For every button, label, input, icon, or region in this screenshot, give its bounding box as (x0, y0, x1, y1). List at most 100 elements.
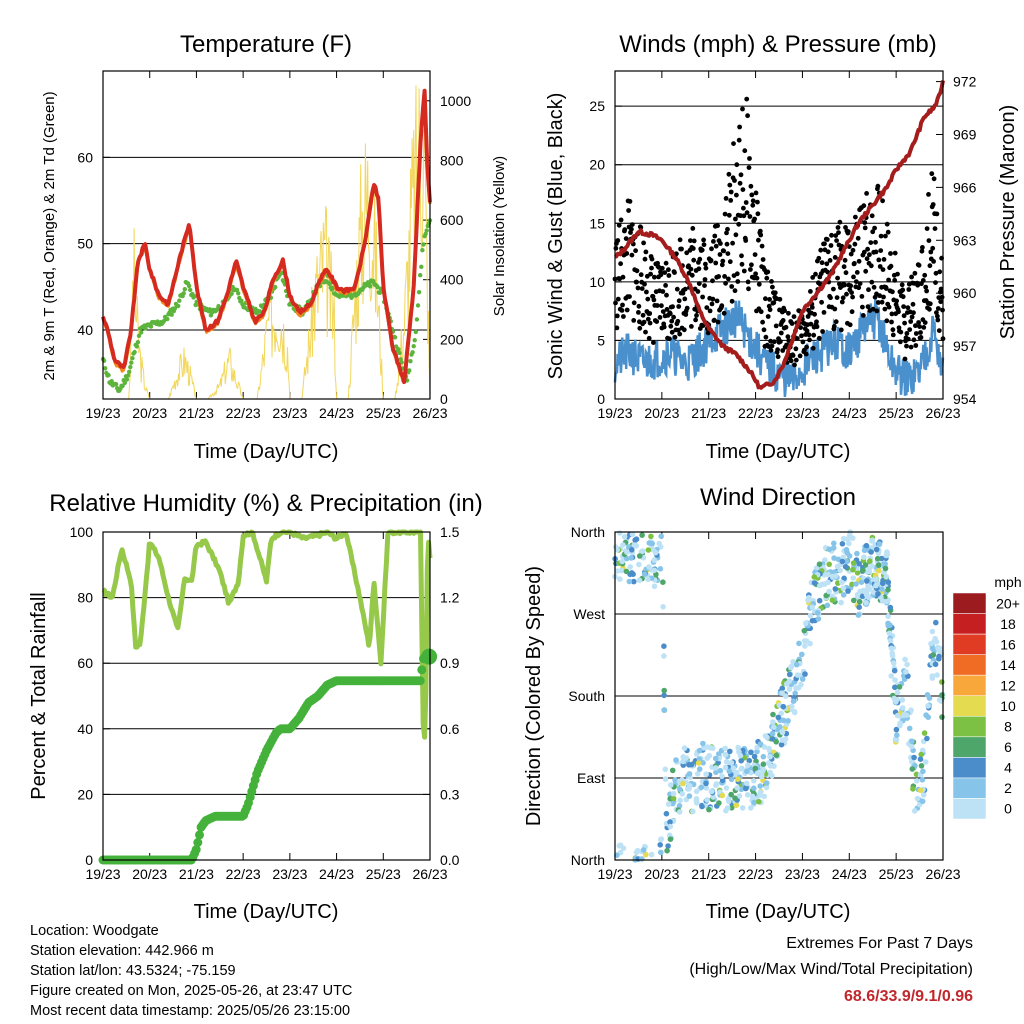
gust-point (721, 310, 727, 316)
direction-point (897, 722, 903, 729)
gust-point (923, 284, 929, 290)
dewpoint-point (397, 350, 402, 356)
gust-point (754, 275, 760, 281)
dewpoint-point (239, 298, 244, 303)
y-tick-label: 60 (77, 655, 93, 671)
y2-tick-label: 200 (440, 331, 464, 347)
gust-point (824, 261, 830, 267)
gust-point (888, 251, 893, 256)
gust-point (924, 288, 929, 294)
colorbar-swatch (952, 613, 987, 635)
direction-point (854, 570, 861, 576)
gust-point (726, 276, 731, 282)
direction-point (780, 703, 787, 710)
dewpoint-point (424, 228, 429, 233)
direction-point (794, 672, 801, 678)
gust-point (878, 248, 884, 254)
gust-point (615, 296, 621, 302)
gust-point (717, 252, 723, 257)
gust-point (619, 308, 625, 313)
direction-point (771, 763, 777, 769)
direction-title: Wind Direction (700, 484, 856, 511)
y-tick-label: 40 (77, 322, 93, 338)
gust-point (660, 309, 666, 314)
direction-point (663, 810, 670, 817)
direction-point (931, 639, 937, 645)
x-tick-label: 23/23 (272, 866, 307, 882)
gust-point (862, 225, 868, 231)
direction-point (746, 757, 753, 764)
dewpoint-point (139, 330, 144, 335)
gust-point (615, 238, 621, 243)
gust-point (666, 273, 672, 278)
direction-point (933, 619, 939, 626)
direction-point (722, 745, 728, 752)
gust-point (883, 233, 888, 239)
direction-point (840, 535, 847, 542)
direction-point (850, 567, 856, 573)
direction-point (917, 756, 924, 762)
direction-point (904, 661, 910, 668)
gust-point (935, 317, 941, 323)
gust-point (788, 358, 794, 364)
gust-point (806, 332, 812, 338)
gust-point (613, 245, 619, 251)
direction-point (856, 561, 862, 567)
direction-point (882, 565, 889, 572)
gust-point (847, 322, 853, 328)
extremes-subtitle: (High/Low/Max Wind/Total Precipitation) (689, 961, 973, 978)
gust-point (849, 290, 854, 295)
gust-point (927, 301, 933, 307)
direction-point (839, 579, 845, 586)
direction-point (703, 771, 709, 777)
direction-point (885, 613, 891, 620)
gust-point (869, 213, 875, 219)
gust-point (906, 287, 912, 292)
gust-point (644, 289, 649, 295)
gust-point (702, 283, 707, 288)
gust-point (810, 275, 816, 280)
direction-point (636, 577, 643, 584)
dewpoint-point (411, 344, 416, 349)
gust-point (861, 249, 867, 255)
dewpoint-point (113, 382, 119, 387)
direction-point (816, 597, 823, 604)
gust-point (634, 279, 639, 285)
direction-point (685, 786, 691, 792)
precip-end-point (421, 648, 438, 665)
direction-point (645, 576, 651, 583)
direction-point (761, 744, 768, 750)
direction-point (840, 592, 847, 598)
gust-point (808, 289, 813, 294)
gust-point (798, 325, 803, 330)
direction-point (826, 546, 833, 553)
gust-point (704, 305, 710, 310)
gust-point (708, 258, 714, 263)
direction-point (840, 585, 847, 592)
direction-point (743, 780, 750, 787)
direction-point (846, 540, 852, 547)
direction-point (639, 532, 645, 538)
direction-point (909, 738, 915, 745)
gust-point (642, 281, 647, 287)
gust-point (864, 191, 869, 196)
gust-point (669, 318, 675, 324)
gust-point (623, 236, 629, 242)
direction-point (757, 783, 763, 789)
gust-point (715, 319, 721, 325)
gust-point (927, 306, 932, 312)
gust-point (731, 141, 736, 147)
direction-point (811, 580, 818, 586)
gust-point (834, 238, 839, 244)
gust-point (713, 260, 719, 266)
direction-point (862, 562, 869, 568)
x-tick-label: 20/23 (644, 866, 679, 882)
gust-point (916, 320, 921, 325)
direction-point (658, 849, 664, 856)
direction-point (662, 766, 669, 773)
direction-point (801, 638, 808, 644)
gust-point (696, 266, 702, 272)
colorbar-swatch (952, 695, 987, 717)
gust-point (741, 205, 746, 211)
gust-point (868, 240, 874, 246)
